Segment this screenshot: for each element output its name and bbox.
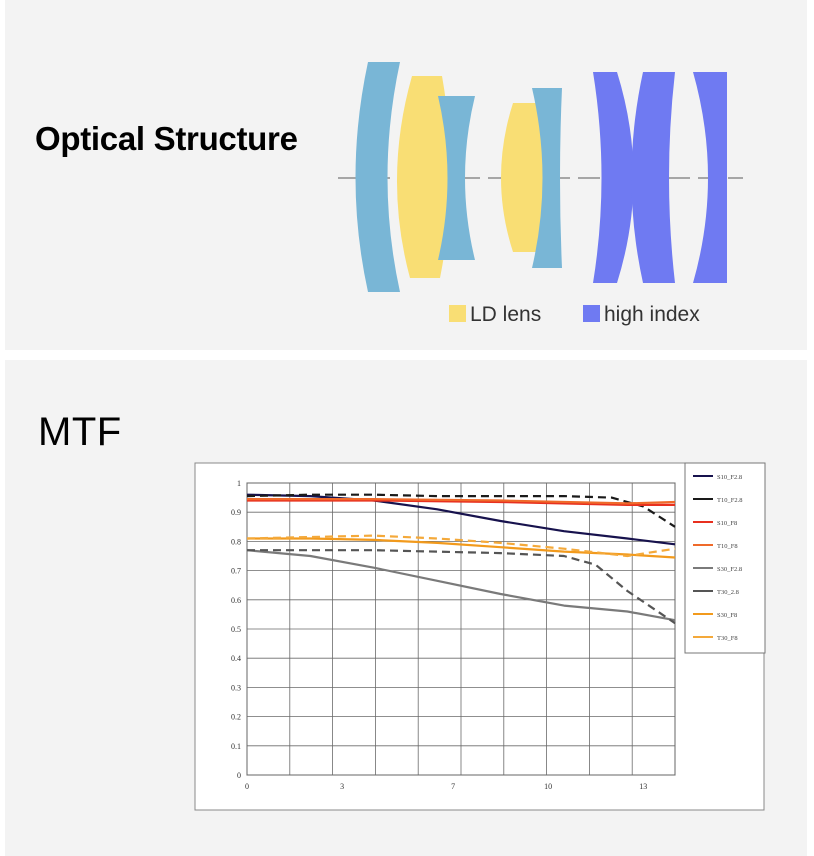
series-line-4 (247, 498, 676, 505)
legend-entry: T10_F8 (717, 543, 738, 550)
y-tick-label: 0.7 (231, 567, 241, 576)
y-tick-label: 0.9 (231, 508, 241, 517)
lens-element-5 (532, 88, 562, 268)
y-tick-label: 0.5 (231, 625, 241, 634)
x-tick-label: 7 (451, 782, 455, 791)
legend-entry: S30_F8 (717, 612, 737, 619)
series-line-5 (246, 549, 676, 622)
y-tick-label: 0.2 (231, 713, 241, 722)
optical-structure-title: Optical Structure (35, 120, 298, 157)
legend-entry: T10_F2.8 (717, 497, 742, 504)
y-tick-label: 1 (237, 479, 241, 488)
optical-structure-panel: Optical Structure LD lens high index (5, 0, 807, 350)
x-tick-label: 10 (544, 782, 552, 791)
legend-label-high-index: high index (604, 303, 700, 326)
legend-entry: T30_F8 (717, 635, 738, 642)
lens-element-8-high-index (693, 72, 727, 283)
x-tick-label: 0 (245, 782, 249, 791)
tick-labels: 00.10.20.30.40.50.60.70.80.910 3 7 10 13 (231, 479, 647, 791)
grid (246, 482, 676, 776)
series-lines (246, 493, 676, 625)
legend-entry: S10_F2.8 (717, 474, 742, 481)
legend-entry: T30_2.8 (717, 589, 739, 596)
lens-element-3 (438, 96, 475, 260)
y-tick-label: 0.1 (231, 742, 241, 751)
series-line-3 (247, 499, 675, 506)
lens-element-4-ld (501, 103, 552, 252)
legend-swatch-ld-lens (449, 305, 466, 322)
series-line-8 (246, 534, 676, 558)
legend-entry: S10_F8 (717, 520, 737, 527)
y-tick-label: 0.6 (231, 596, 241, 605)
x-tick-label: 13 (639, 782, 647, 791)
y-tick-label: 0.3 (231, 683, 241, 692)
legend-label-ld-lens: LD lens (470, 303, 541, 326)
y-tick-label: 0.4 (231, 654, 241, 663)
x-tick-label: 3 (340, 782, 344, 791)
legend-swatch-high-index (583, 305, 600, 322)
mtf-chart: 00.10.20.30.40.50.60.70.80.910 3 7 10 13 S10… (194, 462, 766, 811)
lens-element-6-high-index (593, 72, 634, 283)
lens-diagram: LD lens high index (338, 62, 743, 326)
mtf-title: MTF (38, 410, 122, 454)
legend-entry: S30_F2.8 (717, 566, 742, 573)
series-line-2 (246, 493, 676, 528)
chart-legend: S10_F2.8 T10_F2.8 S10_F8 T10_F8 S30_F2.8 T30_… (693, 474, 742, 642)
y-tick-label: 0.8 (231, 537, 241, 546)
y-tick-label: 0 (237, 771, 241, 780)
lens-element-2-ld (396, 76, 451, 278)
mtf-panel: MTF 0 0.1 0.2 0.3 0.4 0.5 0.6 0.7 0.8 0.9 1 0 3 7 10 13… (5, 360, 807, 856)
series-line-6 (247, 549, 676, 625)
series-line-1 (246, 493, 676, 546)
chart-legend-box (684, 462, 766, 654)
lens-element-1 (355, 62, 400, 292)
lens-element-7-high-index (631, 72, 675, 283)
